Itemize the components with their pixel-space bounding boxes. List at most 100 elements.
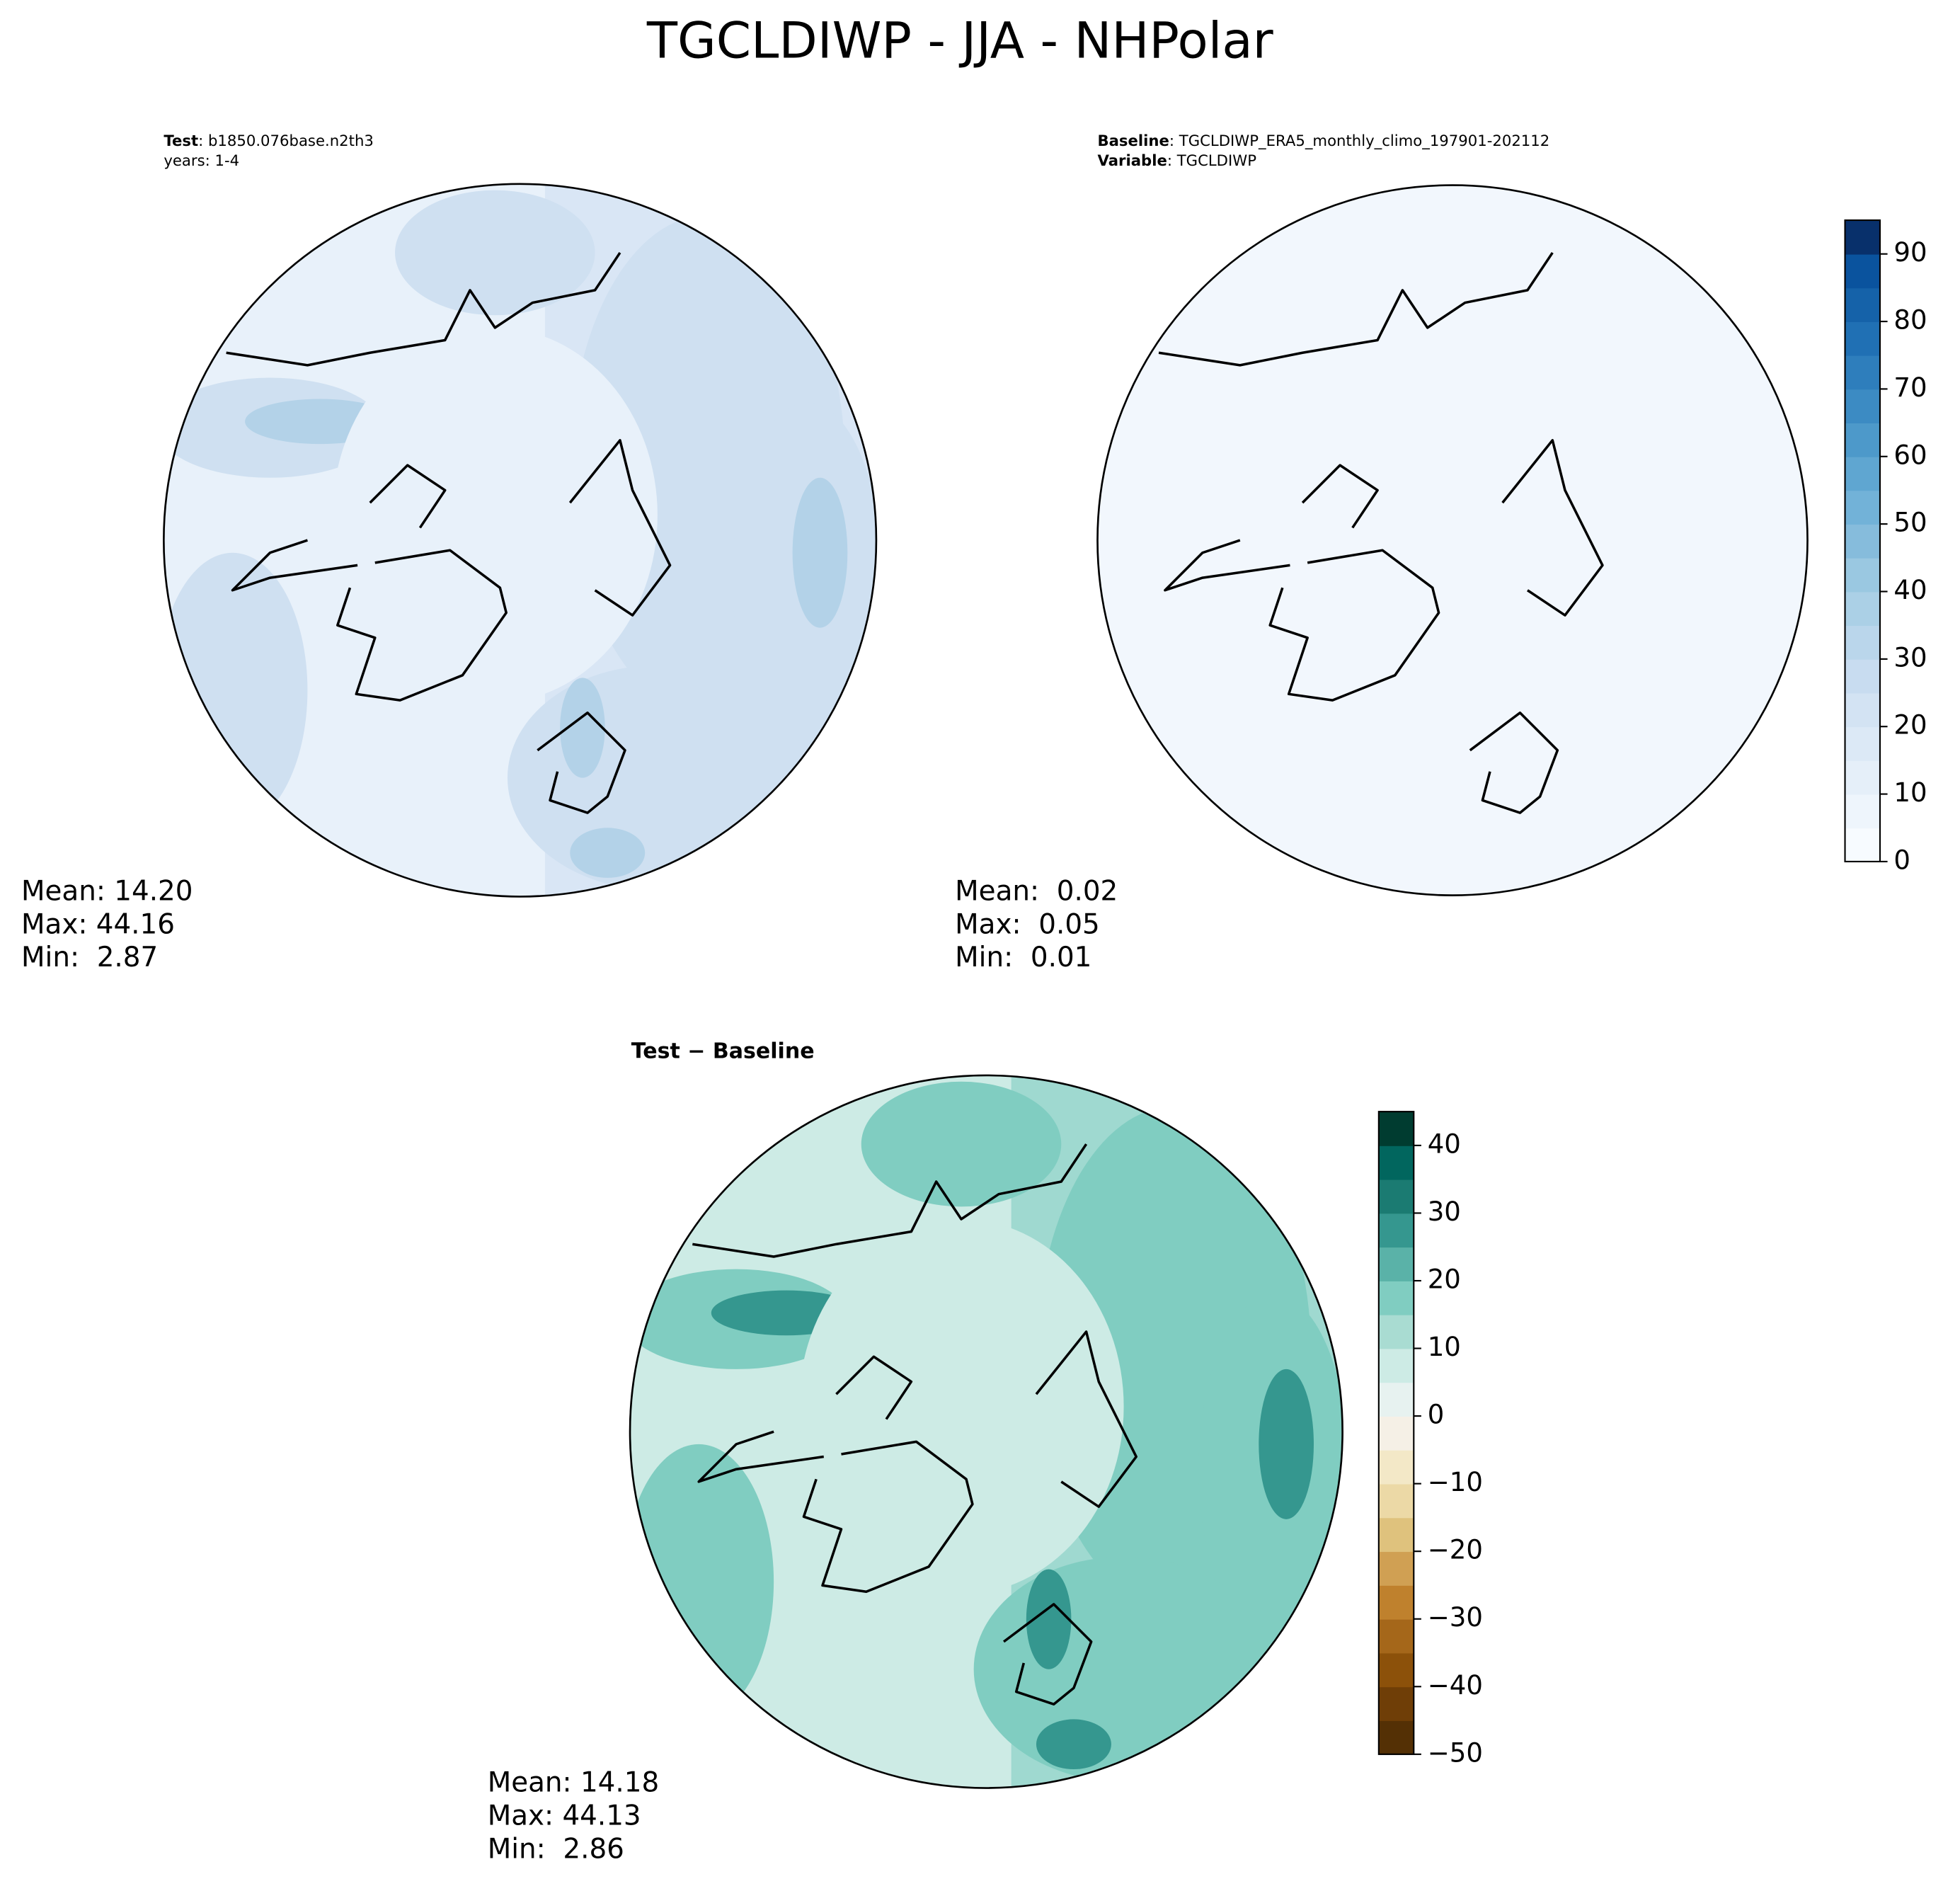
panel-stat: Min: 0.01 [955,942,1091,973]
colorbar-tick-label: 10 [1428,1332,1461,1362]
coastline [697,1430,825,1483]
colorbar-segment [1378,1112,1414,1146]
map-field [630,1075,1343,1788]
panel-header: Variable: TGCLDIWP [1097,152,1256,169]
coastline [1301,464,1379,529]
colorbar-segment [1845,490,1880,525]
coastline [835,1355,913,1420]
colorbar-frame [1377,1111,1415,1755]
colorbar-segment [1845,760,1880,795]
colorbar-segment [1378,1584,1414,1620]
colorbar-frame [1844,219,1881,863]
header-text: Test − Baseline [631,1039,815,1063]
colorbar-segment [1378,1449,1414,1485]
panel-stat: Min: 2.86 [488,1833,624,1865]
colorbar-tick-label: −10 [1428,1467,1483,1497]
colorbar-segment [1845,389,1880,423]
colorbar-segment [1378,1416,1414,1451]
field-blob [164,552,308,828]
polar-cap [798,1219,1124,1594]
field-blob-dark [1259,1369,1314,1519]
header-text: : TGCLDIWP_ERA5_monthly_climo_197901-202… [1169,132,1549,149]
colorbar-segment [1845,794,1880,829]
colorbar-tick-label: 20 [1428,1264,1461,1295]
colorbar-segment [1378,1213,1414,1248]
colorbar-segment [1845,253,1880,289]
field-blob-dark [570,828,646,878]
colorbar-segment [1378,1652,1414,1688]
colorbar-tick-label: −50 [1428,1737,1483,1768]
field-blob [507,665,808,891]
colorbar-segment [1378,1145,1414,1180]
polar-cap [332,327,658,703]
field-blob-dark [560,678,605,778]
header-key: Variable [1097,152,1167,169]
coastline [1158,251,1554,367]
field-blob [861,1081,1062,1207]
map-boundary [1096,184,1809,896]
coastline [1002,1603,1093,1706]
panel-stat: Mean: 14.20 [21,876,193,908]
panel-header: Baseline: TGCLDIWP_ERA5_monthly_climo_19… [1097,132,1549,149]
colorbar-tick-label: 50 [1893,508,1927,538]
colorbar-segment [1845,692,1880,728]
coastline [692,1143,1088,1258]
panel-stat: Mean: 0.02 [955,876,1118,908]
figure-title: TGCLDIWP - JJA - NHPolar [646,11,1274,70]
colorbar-segment [1845,321,1880,356]
colorbar-segment [1845,456,1880,491]
colorbar-tick-label: 70 [1893,372,1927,403]
coastline [1268,549,1440,702]
coastline [226,251,621,367]
colorbar-segment [1845,828,1880,862]
coastline [1035,1330,1138,1508]
colorbar: 0 10 20 30 40 50 60 70 80 90 [1844,219,1927,875]
colorbar-segment [1845,423,1880,457]
colorbar-segment [1378,1686,1414,1721]
panel-stat: Max: 0.05 [955,908,1100,940]
field-blob-dark [1036,1719,1111,1770]
colorbar-segment [1845,625,1880,660]
map-field [1097,185,1808,896]
coastline [802,1440,974,1594]
colorbar-segment [1378,1314,1414,1349]
coastline [568,439,672,617]
header-text: years: 1-4 [164,152,239,169]
map-boundary [163,183,878,898]
panel-header: Test − Baseline [631,1039,815,1063]
colorbar-tick-label: 40 [1428,1129,1461,1159]
colorbar-tick-label: −20 [1428,1535,1483,1565]
colorbar-segment [1378,1551,1414,1586]
field-blob [630,1444,774,1720]
field-blob [395,190,595,316]
field-blob [973,1556,1274,1782]
colorbar-segment [1378,1517,1414,1553]
panel-stat: Mean: 14.18 [488,1767,659,1799]
field-blob-dark [1026,1569,1072,1669]
colorbar-tick-label: 80 [1893,305,1927,336]
colorbar-segment [1845,287,1880,322]
header-key: Baseline [1097,132,1169,149]
colorbar-segment [1378,1483,1414,1519]
colorbar-segment [1845,591,1880,627]
panel-stat: Max: 44.16 [21,908,175,940]
panel-header: Test: b1850.076base.n2th3 [164,132,374,149]
colorbar-tick-label: 0 [1428,1400,1445,1430]
colorbar-segment [1845,726,1880,761]
colorbar-tick-label: 20 [1893,710,1927,741]
colorbar-segment [1378,1179,1414,1214]
colorbar-tick-label: 30 [1428,1196,1461,1227]
panel-stat: Min: 2.87 [21,942,158,973]
coastline [537,712,626,814]
field-blob-dark [792,477,848,628]
colorbar-tick-label: 60 [1893,440,1927,470]
coastline [369,464,447,529]
colorbar-tick-label: 90 [1893,237,1927,268]
colorbar-segment [1845,355,1880,390]
header-text: : b1850.076base.n2th3 [198,132,374,149]
map-boundary [629,1074,1343,1789]
colorbar-tick-label: −40 [1428,1670,1483,1701]
colorbar-segment [1378,1618,1414,1654]
map-panel: Baseline: TGCLDIWP_ERA5_monthly_climo_19… [955,132,1809,973]
